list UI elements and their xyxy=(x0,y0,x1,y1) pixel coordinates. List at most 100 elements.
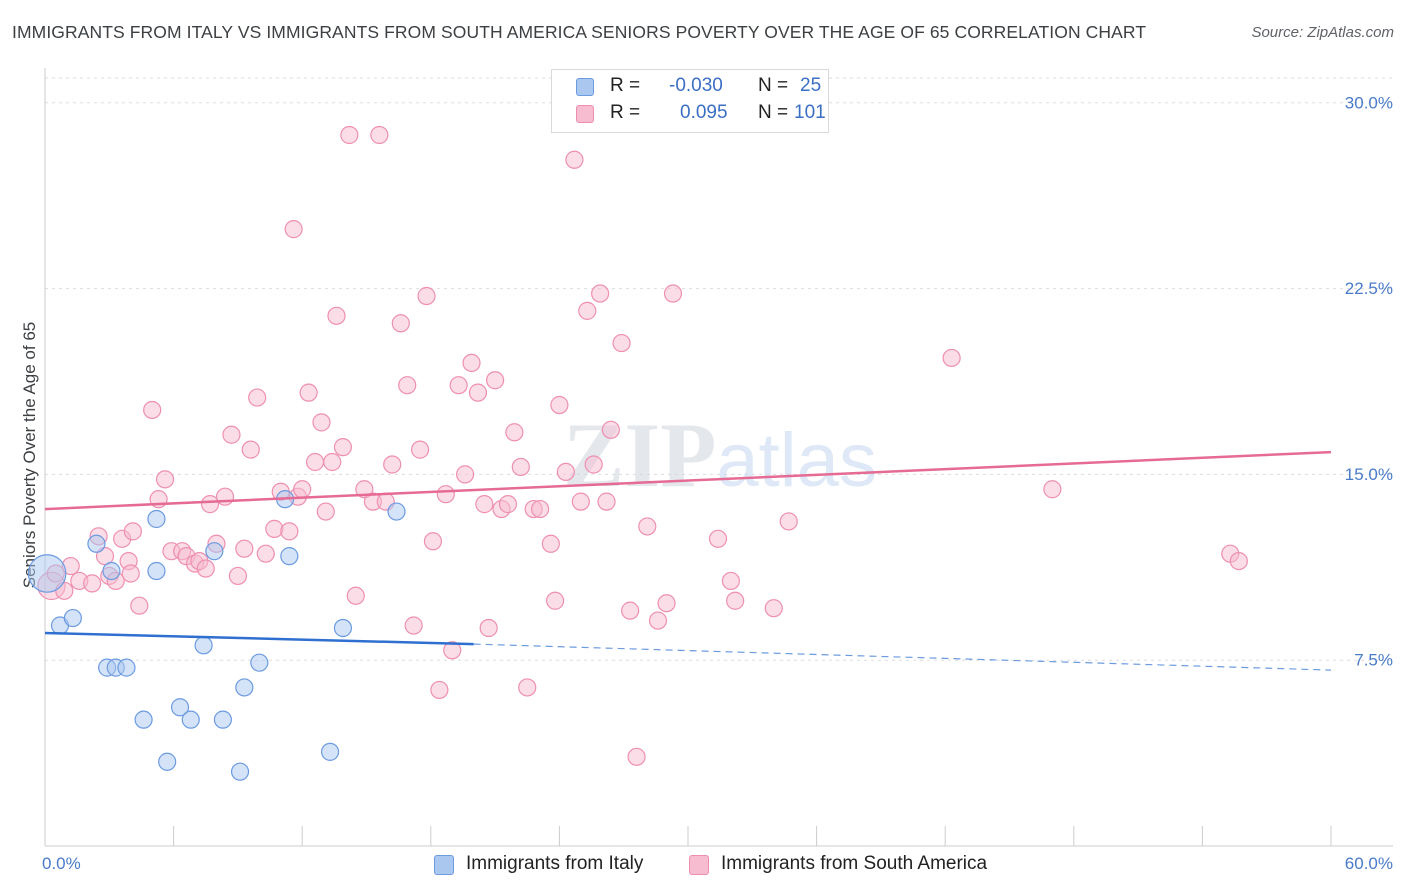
data-point-italy xyxy=(205,542,224,561)
series-italy xyxy=(27,490,406,781)
trend-line-south-america xyxy=(44,450,1332,511)
chart-title: IMMIGRANTS FROM ITALY VS IMMIGRANTS FROM… xyxy=(12,22,1147,42)
data-point-south-america xyxy=(256,544,275,563)
data-point-south-america xyxy=(648,611,668,630)
data-point-south-america xyxy=(511,457,530,477)
source-credit: Source: ZipAtlas.com xyxy=(1251,24,1394,41)
data-point-south-america xyxy=(505,423,524,442)
data-point-south-america xyxy=(333,438,353,457)
data-point-south-america xyxy=(764,599,783,618)
data-point-south-america xyxy=(404,616,423,635)
data-point-south-america xyxy=(1043,480,1062,499)
y-tick-label: 7.5% xyxy=(1354,651,1393,670)
data-point-south-america xyxy=(222,425,241,444)
data-point-italy xyxy=(194,636,213,655)
data-point-south-america xyxy=(663,284,683,303)
data-point-italy xyxy=(250,653,269,672)
data-point-south-america xyxy=(779,512,798,531)
data-point-italy xyxy=(170,698,190,717)
trend-lines xyxy=(44,450,1332,671)
data-point-south-america xyxy=(83,574,102,593)
y-tick-label: 22.5% xyxy=(1345,279,1393,298)
data-point-south-america xyxy=(370,125,389,145)
legend-r-value-italy: -0.030 xyxy=(669,75,723,96)
data-point-south-america xyxy=(475,495,494,514)
data-point-south-america xyxy=(942,348,961,368)
trend-line-italy xyxy=(44,631,474,646)
data-point-italy xyxy=(333,618,353,638)
data-point-south-america xyxy=(455,465,475,484)
data-point-south-america xyxy=(550,395,569,415)
legend-n-label: N = xyxy=(758,102,789,123)
data-point-south-america xyxy=(498,495,518,514)
data-point-south-america xyxy=(571,492,590,511)
data-point-south-america xyxy=(312,413,331,432)
legend-r-label: R = xyxy=(610,102,641,123)
data-point-south-america xyxy=(410,440,430,459)
series-legend: Immigrants from Italy Immigrants from So… xyxy=(0,852,1406,878)
data-point-italy xyxy=(230,762,250,781)
watermark-atlas: atlas xyxy=(716,418,877,503)
legend-n-value-south-america: 101 xyxy=(794,102,826,123)
legend-swatch-italy xyxy=(576,78,594,96)
data-point-south-america xyxy=(531,499,550,519)
data-point-italy xyxy=(117,658,136,677)
y-tick-label: 15.0% xyxy=(1345,465,1393,484)
data-point-south-america xyxy=(228,566,247,586)
data-point-south-america xyxy=(462,353,481,373)
data-point-italy xyxy=(213,710,232,729)
data-point-italy xyxy=(102,561,121,581)
data-point-south-america xyxy=(346,586,365,605)
data-point-south-america xyxy=(200,495,220,514)
data-point-south-america xyxy=(638,517,657,536)
data-point-south-america xyxy=(305,452,325,472)
data-point-south-america xyxy=(449,376,468,395)
data-point-italy xyxy=(181,710,200,729)
data-point-south-america xyxy=(486,371,505,390)
data-point-south-america xyxy=(121,564,140,583)
data-point-south-america xyxy=(546,591,565,610)
data-point-south-america xyxy=(316,502,335,521)
data-point-south-america xyxy=(621,601,640,620)
data-point-south-america xyxy=(726,591,745,610)
data-point-italy xyxy=(320,742,340,761)
correlation-legend: R = -0.030 N = 25 R = 0.095 N = 101 xyxy=(551,69,829,133)
data-point-south-america xyxy=(584,455,603,474)
data-point-italy xyxy=(158,752,177,771)
data-point-south-america xyxy=(215,487,235,506)
data-point-south-america xyxy=(597,492,616,511)
series-legend-swatch-italy xyxy=(434,855,454,875)
y-tick-label: 30.0% xyxy=(1345,93,1393,112)
data-point-south-america xyxy=(383,455,402,474)
data-point-italy xyxy=(387,502,406,521)
x-tick-label-max: 60.0% xyxy=(1345,854,1393,873)
data-point-south-america xyxy=(248,388,267,407)
data-point-south-america xyxy=(196,559,215,578)
data-point-south-america xyxy=(143,400,162,420)
data-point-italy xyxy=(87,534,106,553)
watermark-zip: ZIP xyxy=(563,404,716,506)
data-point-italy xyxy=(63,608,82,628)
data-point-south-america xyxy=(479,618,498,638)
data-point-south-america xyxy=(721,571,740,591)
data-point-south-america xyxy=(612,333,631,353)
data-point-italy xyxy=(134,710,153,729)
data-point-south-america xyxy=(556,462,575,482)
x-tick-label-min: 0.0% xyxy=(42,854,81,873)
data-point-south-america xyxy=(565,150,584,169)
data-point-south-america xyxy=(155,470,175,489)
data-point-south-america xyxy=(340,125,359,145)
legend-n-label: N = xyxy=(758,75,789,96)
data-point-south-america xyxy=(323,452,342,472)
data-point-south-america xyxy=(468,383,488,402)
data-point-south-america xyxy=(280,522,299,541)
data-point-south-america xyxy=(436,485,455,504)
trend-line-italy-extension xyxy=(473,643,1332,671)
data-point-south-america xyxy=(398,376,417,395)
data-point-south-america xyxy=(417,286,436,306)
data-point-south-america xyxy=(293,480,312,499)
data-point-italy xyxy=(27,554,67,593)
legend-r-value-south-america: 0.095 xyxy=(680,102,728,123)
data-point-south-america xyxy=(578,301,597,320)
